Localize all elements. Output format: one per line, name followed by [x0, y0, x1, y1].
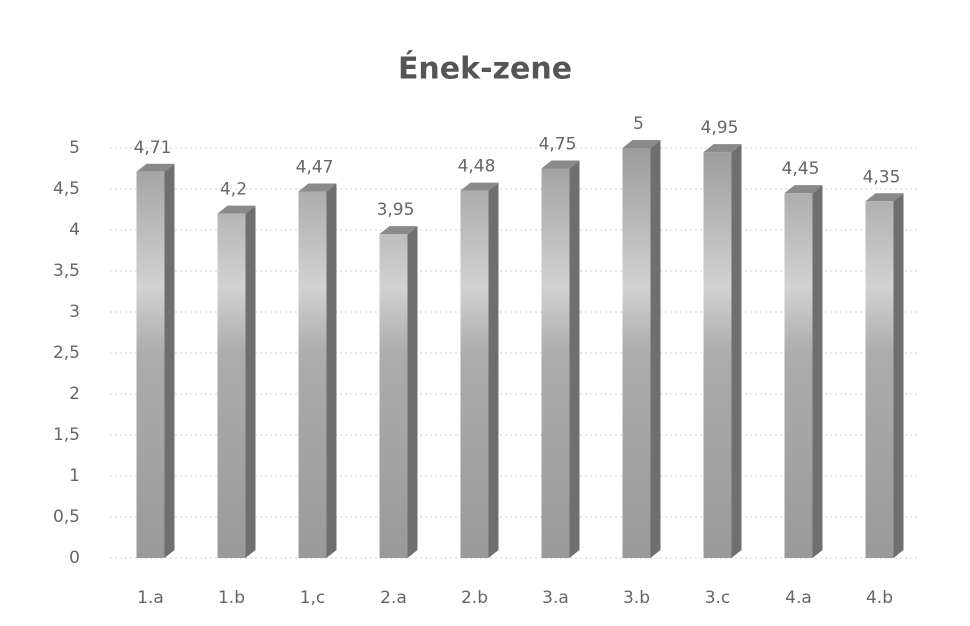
value-label: 4,47: [296, 157, 334, 177]
bar-side: [407, 226, 418, 558]
bar-side: [812, 185, 823, 558]
bar: [298, 191, 327, 558]
bar-top: [703, 144, 742, 153]
value-label: 4,35: [863, 167, 901, 187]
x-tick-label: 1.a: [137, 588, 164, 608]
bar-side: [164, 163, 175, 558]
x-tick-label: 3.b: [623, 588, 650, 608]
bar: [703, 152, 732, 558]
bar-top: [622, 140, 661, 148]
bar-top: [460, 182, 499, 191]
bar-side: [488, 182, 499, 558]
bar: [865, 201, 894, 559]
bar-top: [136, 163, 175, 172]
bar-side: [326, 183, 337, 558]
value-label: 5: [633, 114, 644, 134]
value-label: 4,95: [701, 118, 739, 138]
bar: [217, 213, 246, 558]
bar-top: [541, 160, 580, 169]
bar-top: [379, 226, 418, 235]
y-tick-label: 4: [69, 220, 80, 240]
bar: [784, 193, 813, 558]
bar-top: [865, 193, 904, 202]
bar: [379, 234, 408, 558]
y-tick-label: 1: [69, 466, 80, 486]
bar-side: [893, 193, 904, 559]
x-tick-label: 3.a: [542, 588, 569, 608]
bar: [460, 190, 489, 558]
x-tick-label: 2.b: [461, 588, 488, 608]
y-tick-label: 4,5: [53, 179, 80, 199]
bar: [622, 148, 651, 558]
x-tick-label: 2.a: [380, 588, 407, 608]
chart-title: Ének-zene: [398, 51, 572, 87]
y-tick-label: 1,5: [53, 425, 80, 445]
x-tick-label: 4.b: [866, 588, 893, 608]
bar-side: [245, 205, 256, 558]
x-tick-label: 1,c: [300, 588, 326, 608]
y-tick-label: 0: [69, 548, 80, 568]
value-label: 4,71: [134, 138, 172, 158]
bar: [136, 171, 165, 558]
bar-side: [731, 144, 742, 558]
bar-side: [650, 140, 661, 558]
y-tick-label: 2: [69, 384, 80, 404]
bar-top: [217, 205, 256, 214]
x-tick-label: 4.a: [785, 588, 812, 608]
y-tick-label: 0,5: [53, 507, 80, 527]
y-tick-label: 3,5: [53, 261, 80, 281]
y-tick-label: 2,5: [53, 343, 80, 363]
bar: [541, 168, 570, 558]
bar-side: [569, 160, 580, 558]
bar-top: [298, 183, 337, 192]
value-label: 4,75: [539, 135, 577, 155]
value-label: 4,48: [458, 157, 496, 177]
value-label: 4,45: [782, 159, 820, 179]
y-tick-label: 3: [69, 302, 80, 322]
bar-top: [784, 185, 823, 194]
x-tick-label: 1.b: [218, 588, 245, 608]
value-label: 4,2: [220, 180, 247, 200]
value-label: 3,95: [377, 200, 415, 220]
x-tick-label: 3.c: [705, 588, 731, 608]
y-tick-label: 5: [69, 138, 80, 158]
